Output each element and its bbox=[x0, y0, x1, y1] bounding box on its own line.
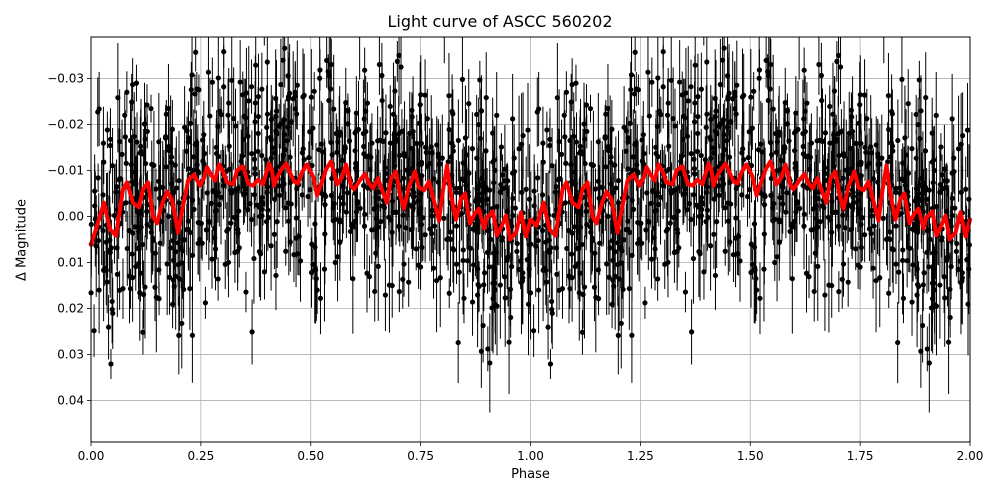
x-tick-label: 1.50 bbox=[737, 449, 764, 463]
x-tick-label: 0.25 bbox=[188, 449, 215, 463]
x-axis-ticks: 0.00 0.25 0.50 0.75 1.00 1.25 1.50 1.75 2.00 bbox=[78, 442, 984, 463]
x-tick-label: 0.75 bbox=[407, 449, 434, 463]
chart-title: Light curve of ASCC 560202 bbox=[387, 12, 613, 31]
x-tick-label: 0.50 bbox=[297, 449, 324, 463]
model-curve bbox=[89, 159, 972, 247]
x-axis-label: Phase bbox=[511, 467, 550, 482]
x-tick-label: 1.75 bbox=[847, 449, 874, 463]
y-tick-label: −0.03 bbox=[47, 71, 84, 85]
y-tick-label: 0.00 bbox=[57, 209, 84, 223]
y-tick-label: −0.02 bbox=[47, 117, 84, 131]
y-axis-ticks: −0.03 −0.02 −0.01 0.00 0.01 0.02 0.03 0.04 bbox=[47, 71, 91, 408]
x-tick-label: 2.00 bbox=[957, 449, 984, 463]
x-tick-label: 1.00 bbox=[517, 449, 544, 463]
y-tick-label: −0.01 bbox=[47, 163, 84, 177]
y-tick-label: 0.01 bbox=[57, 256, 84, 270]
y-tick-label: 0.04 bbox=[57, 394, 84, 408]
y-tick-label: 0.03 bbox=[57, 348, 84, 362]
y-axis-label: Δ Magnitude bbox=[14, 199, 30, 281]
y-tick-label: 0.02 bbox=[57, 302, 84, 316]
x-tick-label: 0.00 bbox=[78, 449, 105, 463]
x-tick-label: 1.25 bbox=[627, 449, 654, 463]
